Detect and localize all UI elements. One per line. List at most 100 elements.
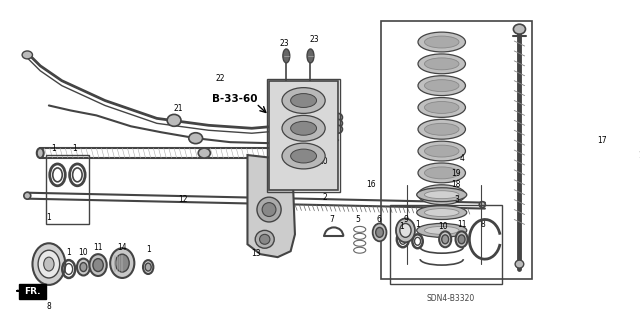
Ellipse shape	[418, 54, 465, 74]
Ellipse shape	[513, 24, 525, 34]
Ellipse shape	[143, 260, 154, 274]
Ellipse shape	[282, 88, 325, 113]
Ellipse shape	[33, 243, 65, 285]
Text: 9: 9	[403, 215, 408, 224]
Text: 11: 11	[457, 220, 467, 229]
Ellipse shape	[282, 116, 325, 141]
Ellipse shape	[291, 93, 317, 108]
Text: 10: 10	[77, 248, 88, 257]
Ellipse shape	[307, 49, 314, 63]
Text: 5: 5	[356, 215, 360, 224]
Ellipse shape	[424, 191, 459, 199]
Ellipse shape	[418, 76, 465, 96]
Ellipse shape	[376, 228, 383, 237]
Ellipse shape	[22, 51, 33, 59]
Ellipse shape	[80, 263, 87, 272]
Ellipse shape	[424, 101, 459, 113]
Ellipse shape	[334, 119, 342, 127]
Ellipse shape	[291, 121, 317, 135]
Ellipse shape	[77, 259, 90, 276]
Ellipse shape	[372, 223, 387, 241]
Text: 17: 17	[598, 136, 607, 145]
Text: 18: 18	[452, 180, 461, 189]
Ellipse shape	[36, 148, 44, 158]
Ellipse shape	[418, 119, 465, 139]
Ellipse shape	[424, 58, 459, 70]
Ellipse shape	[479, 202, 485, 208]
Ellipse shape	[424, 145, 459, 157]
Text: 1: 1	[399, 222, 404, 231]
Ellipse shape	[396, 219, 415, 242]
Ellipse shape	[424, 227, 459, 234]
Bar	[390, 204, 502, 284]
Text: 16: 16	[366, 180, 376, 189]
Ellipse shape	[418, 32, 465, 52]
Ellipse shape	[334, 125, 342, 133]
Ellipse shape	[424, 189, 459, 201]
Ellipse shape	[418, 185, 465, 204]
Ellipse shape	[110, 248, 134, 278]
Ellipse shape	[417, 206, 467, 220]
Text: 1: 1	[146, 245, 150, 254]
Text: 10: 10	[438, 222, 448, 231]
Ellipse shape	[418, 163, 465, 183]
Ellipse shape	[262, 203, 276, 217]
Text: 1: 1	[307, 157, 312, 166]
Text: 22: 22	[215, 74, 225, 83]
Text: 4: 4	[459, 154, 464, 163]
Ellipse shape	[456, 231, 468, 247]
Bar	[46, 155, 90, 224]
Text: B-33-60: B-33-60	[212, 93, 257, 104]
Polygon shape	[248, 155, 295, 257]
Text: 8: 8	[481, 220, 486, 229]
Text: 8: 8	[47, 302, 51, 311]
Ellipse shape	[424, 209, 459, 217]
Ellipse shape	[424, 167, 459, 179]
Ellipse shape	[260, 234, 270, 244]
Ellipse shape	[283, 49, 290, 63]
Ellipse shape	[417, 188, 467, 202]
Text: 3: 3	[454, 195, 459, 204]
Text: 11: 11	[93, 243, 103, 252]
Text: FR.: FR.	[24, 287, 41, 296]
Ellipse shape	[145, 263, 151, 271]
Ellipse shape	[439, 231, 451, 247]
Ellipse shape	[44, 257, 54, 271]
Ellipse shape	[418, 141, 465, 161]
Ellipse shape	[400, 223, 411, 237]
Text: 21: 21	[173, 104, 183, 113]
Bar	[381, 21, 532, 279]
Ellipse shape	[198, 148, 211, 158]
Ellipse shape	[115, 254, 129, 272]
Text: 2: 2	[323, 193, 328, 202]
Text: 14: 14	[118, 243, 127, 252]
Ellipse shape	[417, 223, 467, 237]
Text: 13: 13	[252, 249, 261, 258]
Text: 1: 1	[51, 144, 56, 153]
Ellipse shape	[291, 149, 317, 163]
Ellipse shape	[24, 192, 31, 199]
Text: 1: 1	[47, 213, 51, 222]
Ellipse shape	[458, 235, 465, 244]
Ellipse shape	[515, 260, 524, 268]
Ellipse shape	[90, 254, 107, 276]
Ellipse shape	[424, 36, 459, 48]
Ellipse shape	[93, 259, 103, 272]
Text: 6: 6	[376, 215, 381, 224]
Bar	[269, 81, 338, 190]
Ellipse shape	[167, 114, 181, 126]
Text: 1: 1	[415, 220, 420, 229]
Ellipse shape	[424, 80, 459, 92]
Ellipse shape	[418, 98, 465, 117]
Ellipse shape	[424, 123, 459, 135]
Ellipse shape	[282, 143, 325, 169]
Text: 7: 7	[330, 215, 335, 224]
Text: 15: 15	[638, 150, 640, 160]
Text: 1: 1	[72, 144, 77, 153]
Text: 20: 20	[319, 157, 328, 166]
Text: 19: 19	[452, 169, 461, 178]
Text: 23: 23	[309, 35, 319, 44]
Ellipse shape	[257, 197, 281, 222]
Ellipse shape	[189, 133, 203, 144]
Bar	[19, 284, 46, 299]
